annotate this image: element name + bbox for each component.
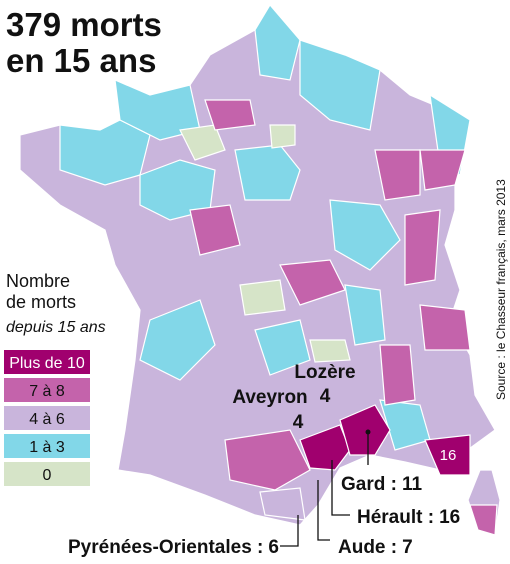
department — [344, 284, 386, 346]
department — [189, 204, 241, 256]
label-name: Lozère — [294, 362, 355, 383]
department — [224, 429, 311, 491]
department — [254, 3, 301, 81]
legend-label: 1 à 3 — [29, 439, 65, 456]
department — [419, 149, 466, 191]
department — [279, 259, 346, 306]
label: Pyrénées-Orientales :6 — [68, 537, 279, 558]
annotations: Lozère 4 Aveyron 4 Gard :11 Hérault :16 … — [68, 362, 460, 558]
label-name: Aude : — [338, 537, 397, 558]
label-name: Hérault : — [357, 507, 434, 528]
label-value: 4 — [293, 412, 304, 433]
department — [309, 339, 351, 363]
legend-swatch — [4, 406, 90, 430]
leader-line — [317, 480, 330, 541]
department — [179, 124, 226, 161]
department — [254, 319, 311, 376]
corsica-south — [469, 504, 498, 536]
label: Aude :7 — [338, 537, 413, 558]
department — [339, 404, 391, 456]
label: Hérault :16 — [357, 507, 460, 528]
legend-label: Plus de 10 — [9, 355, 85, 372]
legend-label: 7 à 8 — [29, 383, 65, 400]
legend-label: 0 — [43, 467, 52, 484]
title: 379 morts en 15 ans — [6, 6, 162, 79]
department — [424, 434, 471, 476]
legend: Nombre de morts depuis 15 ans Plus de 10… — [4, 271, 106, 486]
label-value: 7 — [402, 537, 413, 558]
legend-swatch — [4, 462, 90, 486]
department — [59, 119, 151, 186]
label-value: 11 — [402, 474, 423, 495]
department — [329, 199, 401, 271]
department — [239, 279, 286, 316]
legend-label: 4 à 6 — [29, 411, 65, 428]
department — [269, 124, 296, 149]
department — [259, 487, 306, 521]
department — [374, 149, 421, 201]
leader-line — [280, 515, 299, 547]
legend-swatch — [4, 434, 90, 458]
department — [379, 344, 416, 406]
department — [419, 304, 471, 351]
label-value: 4 — [320, 386, 331, 407]
label-name: Gard : — [341, 474, 397, 495]
department — [299, 39, 381, 131]
department — [139, 299, 216, 381]
department — [204, 99, 256, 131]
label: Gard :11 — [341, 474, 422, 495]
legend-swatch — [4, 378, 90, 402]
legend-subtitle: depuis 15 ans — [6, 319, 106, 336]
legend-swatch — [4, 350, 90, 374]
source: Source : le Chasseur français, mars 2013 — [494, 179, 508, 400]
france-map: 16 — [19, 3, 501, 536]
department — [404, 209, 441, 286]
legend-title: Nombre — [6, 271, 70, 291]
label-name: Aveyron — [232, 387, 307, 408]
department — [299, 424, 351, 471]
title-line: en 15 ans — [6, 42, 156, 79]
label-name: Pyrénées-Orientales : — [68, 537, 263, 558]
leader-dot — [365, 429, 371, 435]
leader-line — [331, 460, 350, 516]
legend-title: de morts — [6, 292, 76, 312]
map-value: 16 — [440, 447, 457, 464]
label-value: 6 — [268, 537, 279, 558]
title-line: 379 morts — [6, 6, 162, 43]
label-value: 16 — [439, 507, 460, 528]
